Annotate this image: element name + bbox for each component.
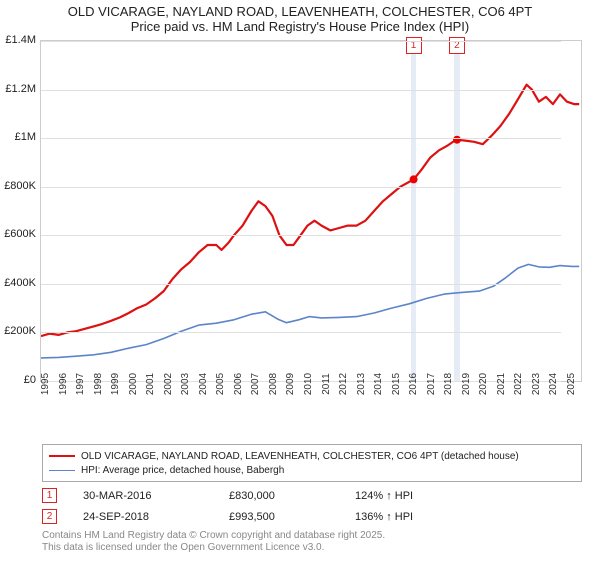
legend-item-1: HPI: Average price, detached house, Babe… <box>49 463 575 477</box>
sale-row-1: 1 30-MAR-2016 £830,000 124% ↑ HPI <box>42 488 582 503</box>
plot-area: 12 <box>40 40 582 382</box>
gridline <box>41 332 561 333</box>
gridline <box>41 138 561 139</box>
title-line-1: OLD VICARAGE, NAYLAND ROAD, LEAVENHEATH,… <box>0 4 600 19</box>
legend-item-0: OLD VICARAGE, NAYLAND ROAD, LEAVENHEATH,… <box>49 449 575 463</box>
sale-date: 24-SEP-2018 <box>83 511 203 523</box>
sale-hpi: 124% ↑ HPI <box>355 490 465 502</box>
footer-credits: Contains HM Land Registry data © Crown c… <box>42 530 582 554</box>
footer-line-2: This data is licensed under the Open Gov… <box>42 542 582 554</box>
chart-title: OLD VICARAGE, NAYLAND ROAD, LEAVENHEATH,… <box>0 4 600 34</box>
sale-hpi: 136% ↑ HPI <box>355 511 465 523</box>
legend-box: OLD VICARAGE, NAYLAND ROAD, LEAVENHEATH,… <box>42 444 582 482</box>
footer-line-1: Contains HM Land Registry data © Crown c… <box>42 530 582 542</box>
sale-price: £830,000 <box>229 490 329 502</box>
gridline <box>41 235 561 236</box>
sale-point-marker2 <box>453 136 461 144</box>
title-line-2: Price paid vs. HM Land Registry's House … <box>0 19 600 34</box>
gridline <box>41 41 561 42</box>
sale-row-2: 2 24-SEP-2018 £993,500 136% ↑ HPI <box>42 509 582 524</box>
y-axis-label: £600K <box>0 228 36 240</box>
marker-box-1: 1 <box>406 37 422 54</box>
series-svg <box>41 41 581 381</box>
gridline <box>41 284 561 285</box>
legend-label: HPI: Average price, detached house, Babe… <box>81 465 284 476</box>
chart-area: 12 £0£200K£400K£600K£800K£1M£1.2M£1.4M 1… <box>40 40 600 410</box>
marker-box-2: 2 <box>449 37 465 54</box>
gridline <box>41 187 561 188</box>
y-axis-label: £1.2M <box>0 83 36 95</box>
legend-block: OLD VICARAGE, NAYLAND ROAD, LEAVENHEATH,… <box>42 444 582 554</box>
y-axis-label: £800K <box>0 180 36 192</box>
y-axis-label: £400K <box>0 277 36 289</box>
sale-marker-icon: 2 <box>42 509 57 524</box>
x-axis-label: 2025 <box>566 373 600 395</box>
legend-swatch <box>49 470 75 471</box>
y-axis-label: £200K <box>0 325 36 337</box>
sale-marker-icon: 1 <box>42 488 57 503</box>
sale-point-marker1 <box>410 175 418 183</box>
legend-swatch <box>49 455 75 457</box>
legend-label: OLD VICARAGE, NAYLAND ROAD, LEAVENHEATH,… <box>81 451 519 462</box>
y-axis-label: £0 <box>0 374 36 386</box>
y-axis-label: £1.4M <box>0 34 36 46</box>
series-line-1 <box>41 264 579 358</box>
gridline <box>41 90 561 91</box>
sale-date: 30-MAR-2016 <box>83 490 203 502</box>
y-axis-label: £1M <box>0 131 36 143</box>
sale-price: £993,500 <box>229 511 329 523</box>
series-line-0 <box>41 85 579 336</box>
